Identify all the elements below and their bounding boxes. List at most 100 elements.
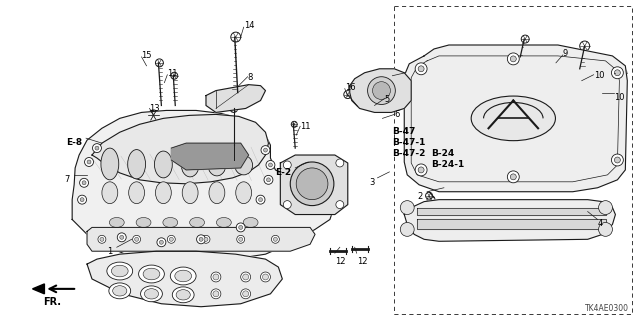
Circle shape bbox=[261, 146, 270, 155]
Ellipse shape bbox=[236, 182, 252, 204]
Ellipse shape bbox=[170, 267, 196, 285]
Circle shape bbox=[510, 174, 516, 180]
Circle shape bbox=[256, 195, 265, 204]
Ellipse shape bbox=[129, 182, 145, 204]
Text: E-2: E-2 bbox=[275, 168, 291, 177]
Circle shape bbox=[418, 66, 424, 72]
Circle shape bbox=[211, 272, 221, 282]
Circle shape bbox=[159, 240, 163, 244]
Circle shape bbox=[243, 274, 248, 280]
Ellipse shape bbox=[145, 289, 159, 299]
Circle shape bbox=[202, 235, 210, 243]
Circle shape bbox=[82, 181, 86, 185]
Text: B-47: B-47 bbox=[392, 127, 416, 136]
Ellipse shape bbox=[154, 151, 172, 178]
Text: 13: 13 bbox=[150, 105, 160, 114]
Ellipse shape bbox=[128, 149, 145, 179]
Text: 5: 5 bbox=[385, 95, 390, 104]
Circle shape bbox=[266, 161, 275, 169]
Circle shape bbox=[580, 41, 589, 51]
Circle shape bbox=[157, 238, 166, 247]
Circle shape bbox=[427, 196, 435, 204]
Circle shape bbox=[611, 154, 623, 166]
Circle shape bbox=[231, 32, 241, 42]
Circle shape bbox=[259, 198, 262, 202]
Text: 1: 1 bbox=[107, 247, 112, 256]
Circle shape bbox=[400, 201, 414, 214]
Polygon shape bbox=[349, 69, 412, 112]
Text: 14: 14 bbox=[244, 21, 254, 30]
Circle shape bbox=[237, 235, 244, 243]
Circle shape bbox=[284, 201, 291, 209]
Text: 11: 11 bbox=[167, 69, 178, 78]
Ellipse shape bbox=[156, 182, 172, 204]
Circle shape bbox=[239, 237, 243, 241]
Circle shape bbox=[241, 272, 251, 282]
Ellipse shape bbox=[163, 218, 178, 228]
Circle shape bbox=[336, 201, 344, 209]
Circle shape bbox=[336, 159, 344, 167]
Text: B-47-2: B-47-2 bbox=[392, 149, 426, 158]
Polygon shape bbox=[87, 228, 315, 251]
Text: 12: 12 bbox=[356, 257, 367, 266]
Text: TK4AE0300: TK4AE0300 bbox=[586, 304, 629, 313]
Circle shape bbox=[614, 157, 620, 163]
Circle shape bbox=[231, 158, 237, 164]
Text: 9: 9 bbox=[563, 49, 568, 58]
Circle shape bbox=[614, 70, 620, 76]
Circle shape bbox=[372, 82, 390, 100]
Text: 2: 2 bbox=[417, 192, 422, 201]
Circle shape bbox=[344, 91, 352, 99]
Circle shape bbox=[239, 225, 243, 229]
Circle shape bbox=[98, 235, 106, 243]
Circle shape bbox=[77, 195, 86, 204]
Ellipse shape bbox=[243, 218, 258, 228]
Text: 10: 10 bbox=[594, 71, 604, 80]
Ellipse shape bbox=[175, 270, 191, 282]
Polygon shape bbox=[33, 284, 44, 294]
Circle shape bbox=[508, 171, 519, 183]
Polygon shape bbox=[206, 85, 266, 112]
Circle shape bbox=[415, 164, 427, 176]
Text: FR.: FR. bbox=[44, 297, 61, 307]
Polygon shape bbox=[92, 114, 268, 184]
Ellipse shape bbox=[139, 265, 164, 283]
Polygon shape bbox=[417, 220, 605, 229]
Polygon shape bbox=[87, 251, 282, 307]
Ellipse shape bbox=[143, 268, 160, 280]
Circle shape bbox=[268, 163, 273, 167]
Circle shape bbox=[196, 235, 205, 244]
Circle shape bbox=[264, 148, 268, 152]
Circle shape bbox=[156, 59, 163, 67]
Circle shape bbox=[415, 63, 427, 75]
Ellipse shape bbox=[471, 96, 556, 141]
Circle shape bbox=[211, 289, 221, 299]
Ellipse shape bbox=[208, 154, 226, 176]
Circle shape bbox=[618, 68, 627, 77]
Circle shape bbox=[87, 160, 91, 164]
Circle shape bbox=[120, 235, 124, 239]
Circle shape bbox=[199, 237, 203, 241]
Ellipse shape bbox=[101, 148, 119, 180]
Circle shape bbox=[418, 167, 424, 173]
Circle shape bbox=[510, 56, 516, 62]
Circle shape bbox=[241, 289, 251, 299]
Ellipse shape bbox=[209, 182, 225, 204]
Circle shape bbox=[264, 175, 273, 184]
Ellipse shape bbox=[216, 218, 231, 228]
Text: 4: 4 bbox=[598, 220, 603, 228]
Ellipse shape bbox=[107, 262, 132, 280]
Circle shape bbox=[148, 110, 159, 121]
Text: 16: 16 bbox=[345, 83, 355, 92]
Circle shape bbox=[213, 291, 219, 297]
Circle shape bbox=[260, 272, 271, 282]
Ellipse shape bbox=[172, 287, 194, 303]
Ellipse shape bbox=[182, 182, 198, 204]
Polygon shape bbox=[404, 45, 627, 192]
Circle shape bbox=[134, 237, 139, 241]
Ellipse shape bbox=[109, 283, 131, 299]
Circle shape bbox=[400, 222, 414, 236]
Ellipse shape bbox=[113, 286, 127, 296]
Circle shape bbox=[230, 105, 237, 112]
Polygon shape bbox=[72, 110, 335, 264]
